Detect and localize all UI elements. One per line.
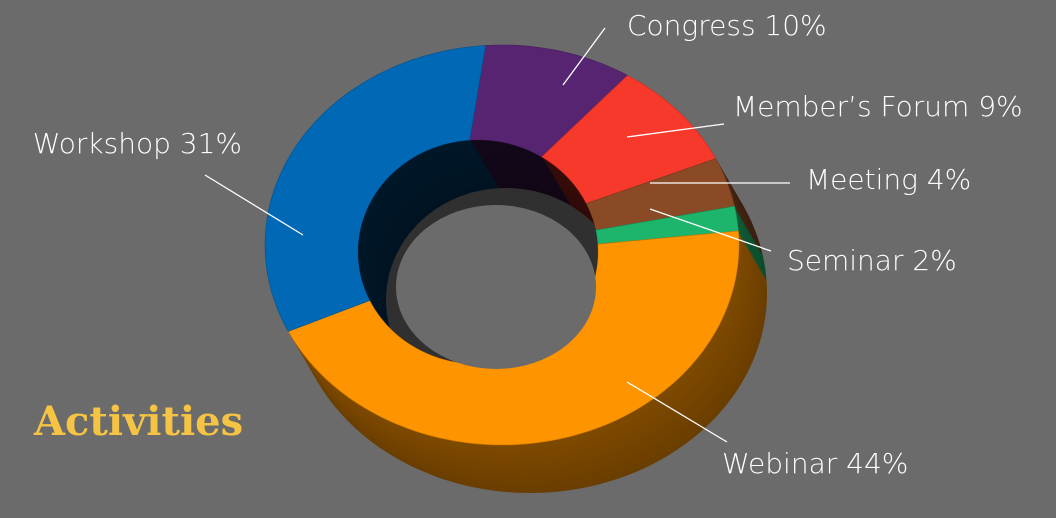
donut xyxy=(264,44,767,493)
slice-label: Seminar 2% xyxy=(787,244,957,277)
leader-line xyxy=(204,174,304,236)
labels: Congress 10% Member’s Forum 9% Meeting 4% S… xyxy=(33,9,1023,480)
leader-line xyxy=(626,381,728,443)
chart-title: Activities xyxy=(33,398,243,445)
leader-line xyxy=(562,27,606,86)
slice-label: Member’s Forum 9% xyxy=(733,90,1023,123)
leader-line xyxy=(626,123,725,138)
leader-line xyxy=(649,208,772,252)
slice-label: Congress 10% xyxy=(627,9,827,42)
slice-label: Meeting 4% xyxy=(806,163,971,196)
slice-label: Webinar 44% xyxy=(722,447,908,480)
slice-label: Workshop 31% xyxy=(33,127,242,160)
hole xyxy=(396,205,596,369)
